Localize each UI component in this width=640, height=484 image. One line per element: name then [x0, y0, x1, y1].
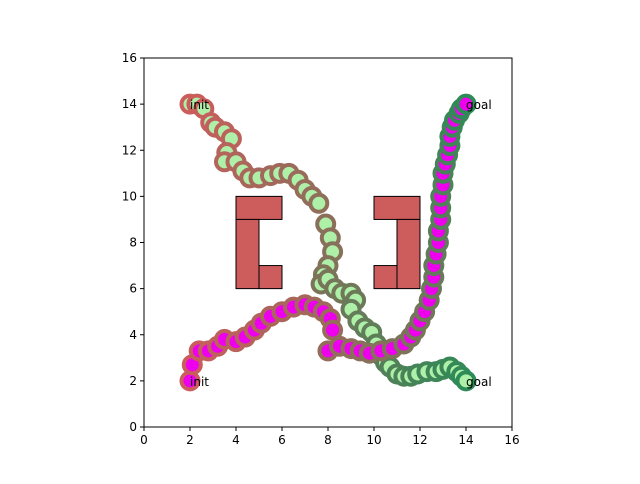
y-tick-label: 4 — [129, 328, 137, 342]
y-tick-label: 16 — [122, 51, 137, 65]
annotation-init: init — [190, 98, 209, 112]
y-tick-label: 0 — [129, 420, 137, 434]
obstacle-left-bracket-bottom — [258, 265, 283, 290]
obstacle-right-bracket-spine — [396, 218, 421, 290]
x-tick-label: 8 — [324, 433, 332, 447]
y-tick-label: 2 — [129, 374, 137, 388]
path-series-2 — [179, 93, 477, 392]
path-series-1 — [179, 93, 477, 392]
x-tick-label: 2 — [186, 433, 194, 447]
annotation-goal: goal — [466, 375, 492, 389]
x-tick-label: 4 — [232, 433, 240, 447]
x-tick-label: 6 — [278, 433, 286, 447]
x-tick-label: 0 — [140, 433, 148, 447]
y-tick-label: 12 — [122, 143, 137, 157]
y-tick-label: 8 — [129, 236, 137, 250]
annotation-init: init — [190, 375, 209, 389]
axes: 0 2 4 6 8 10 12 14 16 0 2 4 6 8 10 12 14 16 — [122, 51, 520, 447]
x-tick-label: 10 — [366, 433, 381, 447]
obstacle-right-bracket-top — [373, 195, 421, 220]
obstacle-left-bracket-spine — [235, 218, 260, 290]
y-tick-label: 6 — [129, 282, 137, 296]
x-tick-label: 12 — [412, 433, 427, 447]
path-point — [308, 192, 330, 214]
obstacle-left-bracket-top — [235, 195, 283, 220]
obstacle-right-bracket-bottom — [373, 265, 398, 290]
annotation-goal: goal — [466, 98, 492, 112]
x-tick-label: 16 — [504, 433, 519, 447]
y-tick-label: 14 — [122, 97, 137, 111]
x-tick-label: 14 — [458, 433, 473, 447]
path-point — [455, 93, 477, 115]
path-point — [455, 370, 477, 392]
y-tick-label: 10 — [122, 189, 137, 203]
data-marks — [179, 93, 477, 392]
annotation-layer: init goal init goal — [190, 98, 492, 389]
